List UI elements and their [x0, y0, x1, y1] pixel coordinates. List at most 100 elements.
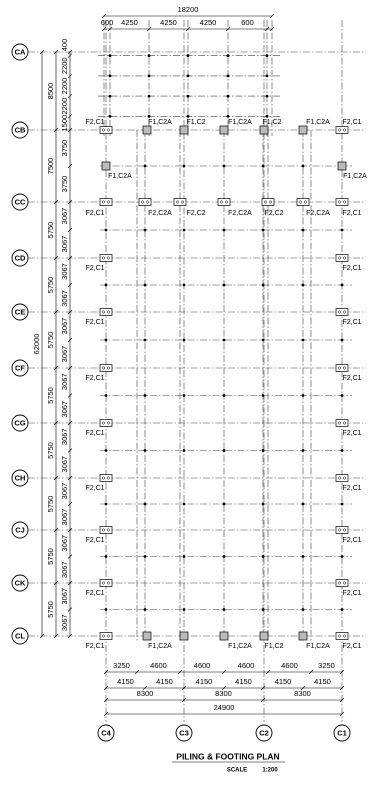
dim-tick: [39, 49, 45, 55]
pile: [182, 502, 186, 506]
pile: [176, 200, 179, 204]
footing: [217, 198, 231, 206]
dim-tick: [103, 711, 109, 717]
left-bay: 5750: [46, 496, 55, 513]
dim-tick: [67, 580, 73, 586]
left-bay: 5750: [46, 387, 55, 404]
pile: [182, 283, 186, 287]
pile: [338, 366, 341, 370]
dim-tick: [339, 685, 345, 691]
dim-tick: [260, 685, 266, 691]
grid-row-label: CG: [14, 418, 25, 427]
dim-tick: [53, 49, 59, 55]
pile: [261, 449, 265, 452]
footing: [138, 198, 152, 206]
pile: [301, 502, 305, 506]
pile: [182, 608, 186, 611]
plan-title: PILING & FOOTING PLAN: [176, 751, 279, 761]
dim-tick: [53, 127, 59, 133]
dim-tick: [67, 337, 73, 343]
left-part: 3067: [60, 263, 69, 280]
footing-label: F2,C2: [264, 210, 283, 217]
pile: [186, 94, 190, 98]
pile: [147, 74, 151, 78]
footing-label: F2,C2A: [306, 210, 330, 217]
scale-label: SCALE: [227, 768, 247, 774]
dim-tick: [269, 13, 275, 19]
left-part: 3067: [60, 236, 69, 253]
footing: [335, 254, 349, 262]
left-part: 3067: [60, 483, 69, 500]
pile: [102, 256, 105, 260]
dim-tick: [53, 365, 59, 371]
dim-tick: [103, 669, 109, 675]
left-bay: 5750: [46, 601, 55, 618]
pile: [226, 114, 230, 118]
pile: [338, 634, 341, 638]
pile: [261, 502, 265, 506]
dim-tick: [67, 127, 73, 133]
footing-label: F1,C2: [264, 643, 283, 650]
dim-tick: [221, 669, 227, 675]
left-part: 2200: [60, 78, 69, 95]
dim-tick: [339, 697, 345, 703]
footing: [335, 364, 349, 372]
pile: [340, 555, 344, 558]
grid-row-label: CA: [15, 47, 26, 56]
pile: [343, 366, 346, 370]
footing-label: F1,C2A: [148, 119, 172, 126]
footing-label: F1,C2A: [228, 643, 252, 650]
footing-label: F2,C2: [186, 210, 205, 217]
footing-label: F2,C1: [85, 485, 104, 492]
dim-tick: [53, 475, 59, 481]
pile: [107, 476, 110, 480]
grid-bubble: [97, 724, 115, 742]
pile: [222, 164, 226, 168]
dim-tick: [146, 26, 152, 32]
pad: [142, 125, 152, 135]
pad: [219, 125, 229, 135]
pile: [143, 502, 147, 506]
pile: [264, 200, 267, 204]
pile: [182, 555, 186, 558]
footing: [173, 198, 187, 206]
footing-label: F2,C1: [85, 375, 104, 382]
grid-bubble: [11, 249, 29, 267]
grid-bubble: [11, 414, 29, 432]
dim-tick: [264, 26, 270, 32]
left-overall: 62000: [32, 334, 41, 355]
bottom-dim: 4600: [150, 661, 167, 670]
pile: [107, 581, 110, 585]
dim-tick: [67, 393, 73, 398]
top-dim: 18200: [178, 5, 199, 14]
grid-bubble: [11, 627, 29, 645]
pile: [182, 394, 186, 397]
pile: [143, 228, 147, 232]
pile: [301, 164, 305, 168]
pile: [269, 200, 272, 204]
top-dim: 600: [241, 18, 254, 27]
pile: [143, 283, 147, 287]
bottom-dim: 8300: [137, 689, 154, 698]
pile: [104, 608, 108, 611]
pile: [301, 449, 305, 452]
pile: [261, 555, 265, 558]
dim-tick: [67, 607, 73, 612]
bottom-dim: 4150: [196, 677, 213, 686]
grid-bubble: [11, 521, 29, 539]
footing: [335, 579, 349, 587]
footing: [335, 126, 349, 134]
dim-tick: [308, 669, 314, 675]
left-part: 3067: [60, 401, 69, 418]
dim-tick: [177, 669, 183, 675]
pile: [102, 634, 105, 638]
left-part: 3067: [60, 614, 69, 631]
pile: [340, 338, 344, 342]
dim-tick: [339, 669, 345, 675]
pile: [226, 74, 230, 78]
pile: [261, 283, 265, 287]
grid-row-label: CH: [15, 473, 26, 482]
dim-tick: [67, 255, 73, 261]
pile: [338, 476, 341, 480]
